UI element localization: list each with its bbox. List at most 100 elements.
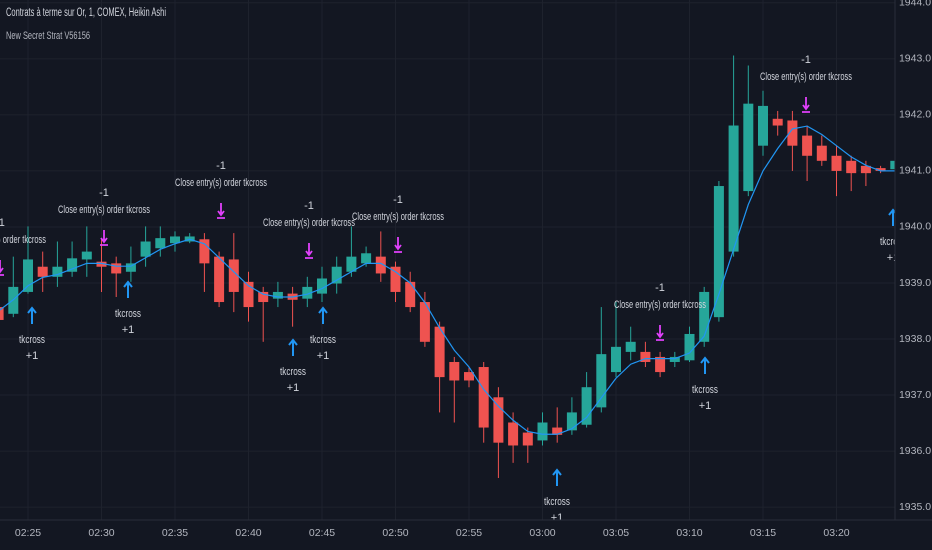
sell-signal-qty: -1 [99,187,109,199]
y-tick-label: 1937.0 [899,389,931,401]
buy-signal-label: tkcross [310,334,336,346]
candle-body [0,307,4,320]
plot-area: tkcross +1 tkcross +1 tkcross +1 tkcross +1 tkcr… [0,54,906,520]
candle-body [566,412,577,431]
buy-arrow [700,356,710,374]
buy-arrow [888,208,895,226]
candle-body [816,145,827,161]
chart-title: Contrats à terme sur Or, 1, COMEX, Heiki… [6,7,166,19]
candle-body [52,266,63,277]
y-tick-label: 1940.0 [899,221,931,233]
candle-body [522,432,533,446]
candle-body [361,253,372,264]
candle-body [669,356,680,362]
candle-body [302,286,313,299]
candle-body [464,372,474,381]
candle-body [758,105,768,146]
x-tick-label: 02:45 [309,527,335,539]
sell-signal-qty: -1 [304,200,314,212]
candle-body [96,261,107,267]
y-tick-label: 1941.0 [899,165,931,177]
candle-body [331,266,342,284]
candle-body [81,251,92,260]
buy-arrow [552,468,562,486]
sell-signal-label: Close entry(s) order tkcross [175,177,267,189]
candle-body [37,266,48,277]
x-tick-label: 03:15 [750,527,776,539]
candle-body [449,361,460,381]
buy-arrow [288,338,298,356]
candle-body [655,356,666,373]
candle-body [846,160,857,174]
x-tick-label: 02:35 [162,527,188,539]
x-tick-label: 03:10 [676,527,702,539]
candle-body [405,281,416,308]
buy-signal-label: tkcross [19,334,45,346]
x-tick-label: 03:20 [823,527,849,539]
candle-body [272,291,283,299]
candle-body [581,387,592,425]
y-tick-label: 1943.0 [899,53,931,65]
candle-body [228,259,239,292]
candle-body [67,258,78,272]
x-tick-label: 02:50 [382,527,408,539]
candle-body [625,341,636,352]
candle-body [699,291,710,342]
sell-signal-label: Close entry(s) order tkcross [760,71,852,83]
candle-body [434,326,445,378]
sell-signal-label: Close entry(s) order tkcross [263,217,355,229]
x-tick-label: 02:55 [456,527,482,539]
sell-signal-label: Close entry(s) order tkcross [58,204,150,216]
sell-arrow [100,230,108,246]
candle-body [713,186,724,318]
candle-body [346,256,357,272]
buy-arrow [123,280,133,298]
candle-body [155,238,166,249]
chart-subtitle: New Secret Strat V56156 [6,30,90,42]
sell-arrow [305,243,313,259]
moving-average-line [0,125,895,435]
x-tick-label: 02:25 [15,527,41,539]
buy-signal-qty: +1 [122,324,135,336]
candle-body [419,302,430,342]
candle-body [875,168,886,171]
candle-body [787,120,798,146]
candle-body [258,291,269,303]
candle-body [860,165,871,174]
sell-arrow [802,97,810,113]
candle-body [596,354,607,408]
candle-body [611,346,621,373]
buy-arrow [318,306,328,324]
candle-body [375,256,386,274]
candle-body [111,263,122,274]
sell-signal-label: Close entry(s) order tkcross [352,211,444,223]
candle-body [140,241,151,257]
candle-body [772,118,783,126]
candle-body [214,256,225,303]
buy-signal-qty: +1 [287,382,300,394]
sell-signal-label: Close entry(s) order tkcross [614,299,706,311]
candle-body [537,422,548,441]
candle-body [390,266,401,292]
y-tick-label: 1942.0 [899,109,931,121]
candle-body [478,367,489,428]
candle-body [23,259,33,292]
buy-signal-label: tkcross [880,236,906,248]
candle-body [199,239,210,264]
x-tick-label: 03:00 [529,527,555,539]
x-tick-label: 03:05 [603,527,629,539]
candle-body [802,135,813,156]
y-tick-label: 1939.0 [899,277,931,289]
candle-body [125,263,136,272]
candle-body [317,278,327,294]
candle-body [743,103,754,192]
buy-signal-label: tkcross [544,496,570,508]
sell-arrow [656,325,664,341]
sell-arrow [394,237,402,253]
sell-signal-qty: -1 [655,282,665,294]
y-tick-label: 1944.0 [899,0,931,9]
y-tick-label: 1935.0 [899,501,931,513]
sell-arrow [217,203,225,219]
